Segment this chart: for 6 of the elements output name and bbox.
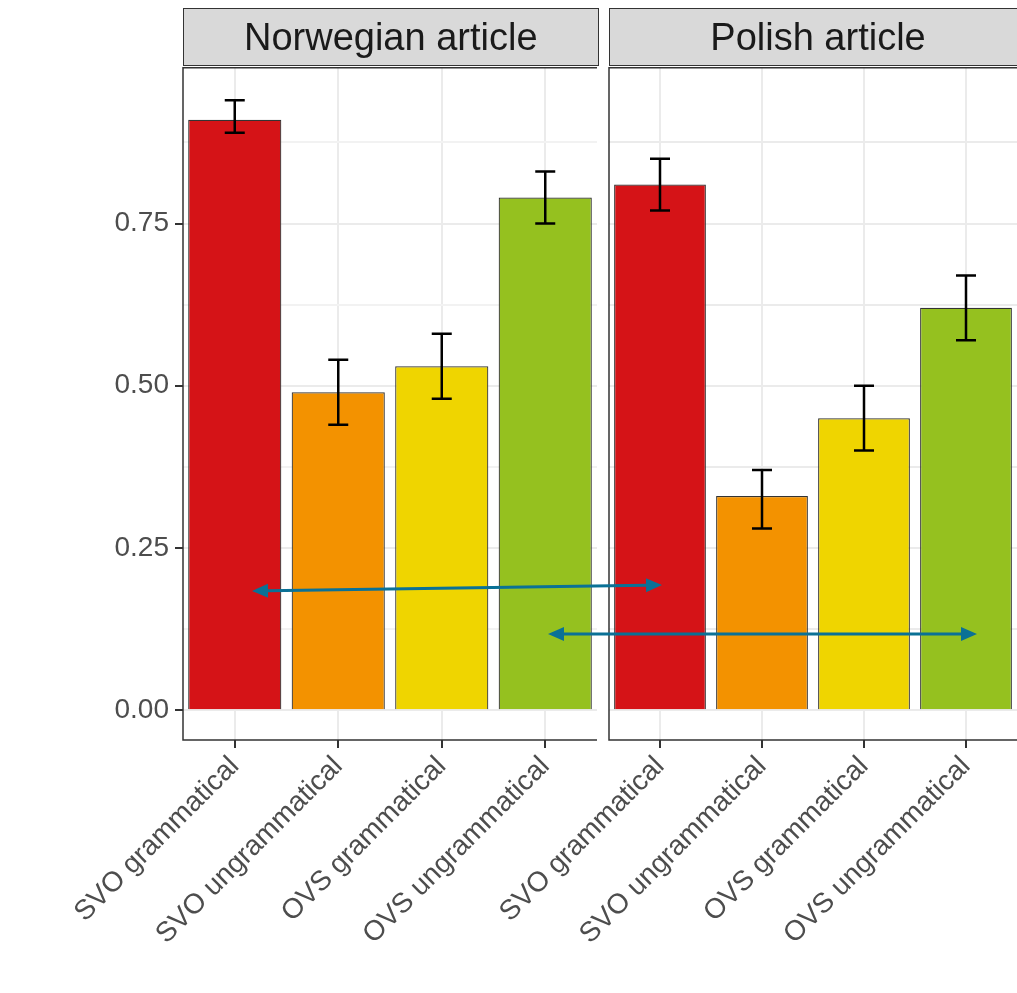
y-tick-label: 0.50: [114, 368, 169, 400]
chart-title: Norwegian article: [183, 8, 599, 66]
chart-title: Polish article: [609, 8, 1017, 66]
y-tick-label: 0.75: [114, 206, 169, 238]
y-tick-label: 0.25: [114, 530, 169, 562]
y-tick-label: 0.00: [114, 692, 169, 724]
